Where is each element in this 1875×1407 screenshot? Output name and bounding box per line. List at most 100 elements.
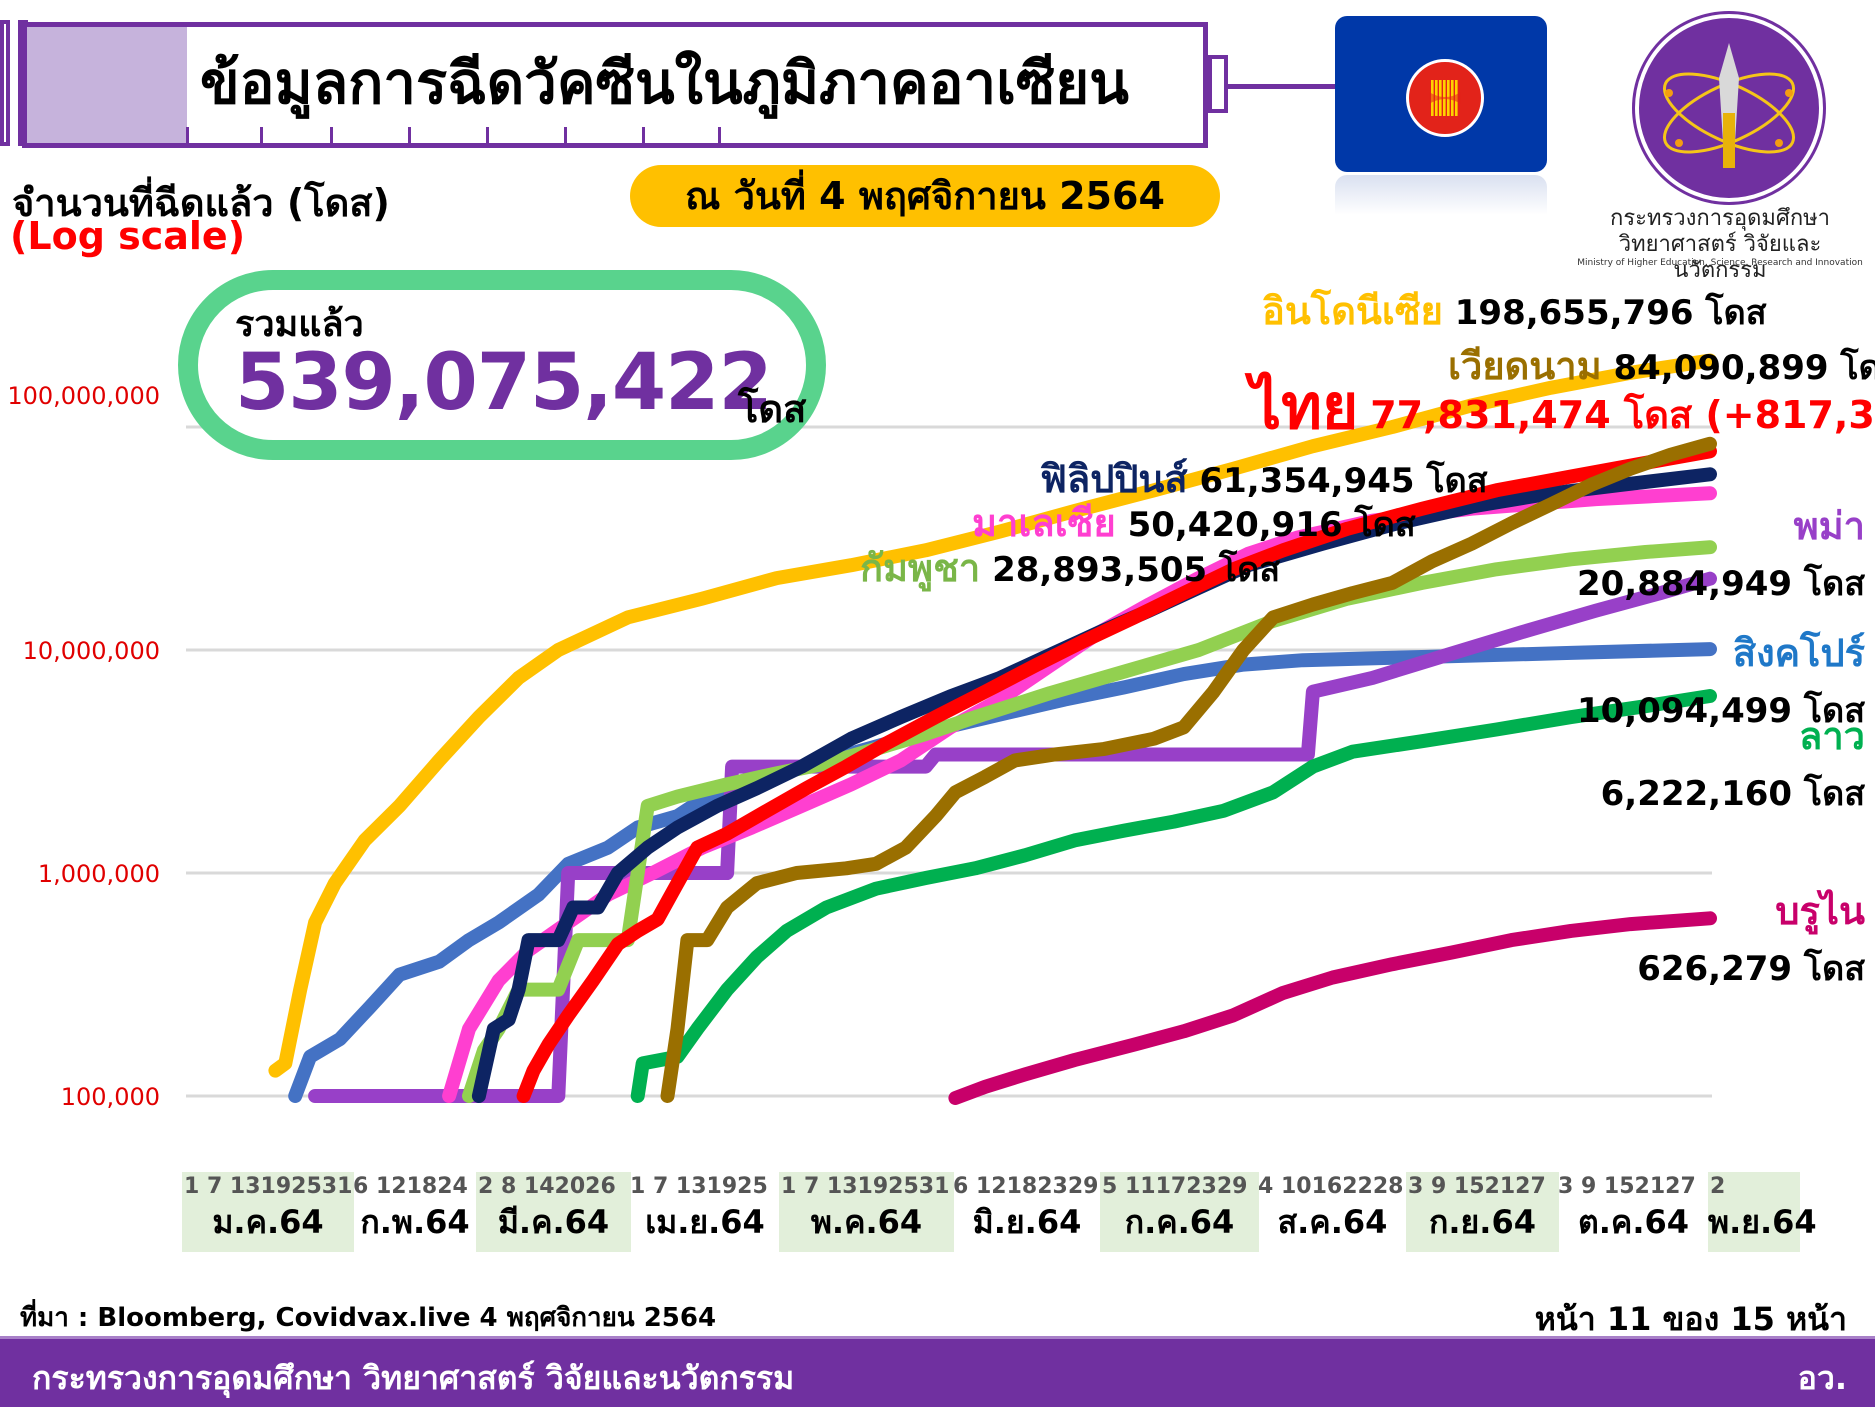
country-name: สิงคโปร์: [1732, 631, 1865, 675]
x-axis-month: 1 7 131925 เม.ย.64: [628, 1172, 782, 1252]
label-brunei: บรูไน 626,279 โดส: [1637, 880, 1865, 995]
x-axis-month: 5 11172329 ก.ค.64: [1100, 1172, 1259, 1252]
series-line: [516, 444, 1717, 1103]
syringe-fill: [27, 27, 187, 143]
x-axis-month: 6 121824 ก.พ.64: [351, 1172, 479, 1252]
ministry-name-en: Ministry of Higher Education, Science, R…: [1577, 258, 1863, 268]
x-axis-day-ticks: 1 7 13192531: [781, 1174, 950, 1199]
x-axis-month-label: ก.พ.64: [360, 1203, 470, 1241]
x-axis-month: 1 7 13192531 ม.ค.64: [182, 1172, 354, 1252]
series-line: [471, 467, 1717, 1103]
country-name: ฟิลิปปินส์: [1040, 457, 1188, 501]
syringe-tick: [642, 127, 645, 143]
scale-note: (Log scale): [10, 214, 246, 258]
country-value: 28,893,505 โดส: [992, 550, 1281, 590]
x-axis-month-label: พ.ค.64: [810, 1203, 923, 1241]
ministry-name-th-line2: วิทยาศาสตร์ วิจัยและนวัตกรรม: [1618, 232, 1822, 283]
country-name: เวียดนาม: [1448, 344, 1602, 388]
total-unit: โดส: [738, 387, 807, 431]
asean-flag-icon: [1335, 16, 1547, 172]
x-axis-day-ticks: 3 9 152127: [1408, 1174, 1546, 1199]
page-title: ข้อมูลการฉีดวัคซีนในภูมิภาคอาเซียน: [200, 49, 1129, 117]
series-line: [630, 689, 1717, 1103]
country-name: มาเลเซีย: [972, 501, 1116, 545]
syringe-tick: [408, 127, 411, 143]
country-name: บรูไน: [1775, 889, 1865, 933]
ministry-name-th: กระทรวงการอุดมศึกษา วิทยาศาสตร์ วิจัยและ…: [1575, 206, 1865, 284]
syringe-tick: [486, 127, 489, 143]
x-axis-month: 2 8 142026 มี.ค.64: [476, 1172, 631, 1252]
series-line: [268, 353, 1717, 1078]
label-myanmar: พม่า 20,884,949 โดส: [1577, 495, 1865, 610]
footer-org-abbr: อว.: [1797, 1359, 1847, 1397]
country-value: 626,279 โดส: [1637, 949, 1865, 989]
total-label: รวมแล้ว: [235, 304, 364, 345]
syringe-needle: [1228, 84, 1338, 89]
asean-emblem-icon: [1406, 59, 1484, 137]
label-indonesia: อินโดนีเซีย 198,655,796 โดส: [1262, 280, 1766, 341]
x-axis-day-ticks: 1 7 13192531: [184, 1174, 353, 1199]
y-tick-100k: 100,000: [60, 1083, 160, 1111]
x-axis-day-ticks: 4 10162228: [1258, 1174, 1404, 1199]
label-thailand: ไทย 77,831,474 โดส (+817,382): [1250, 358, 1875, 456]
series-line: [948, 911, 1717, 1105]
label-philippines: ฟิลิปปินส์ 61,354,945 โดส: [1040, 448, 1487, 509]
x-axis-month: 4 10162228 ส.ค.64: [1256, 1172, 1409, 1252]
y-tick-10m: 10,000,000: [22, 637, 160, 665]
country-name: พม่า: [1793, 504, 1865, 548]
syringe-barrel: [22, 22, 1208, 148]
x-axis-day-ticks: 6 12182329: [953, 1174, 1099, 1199]
label-malaysia: มาเลเซีย 50,420,916 โดส: [972, 492, 1416, 553]
syringe-plunger-cap: [0, 20, 10, 146]
x-axis-day-ticks: 2: [1710, 1174, 1726, 1199]
source-note: ที่มา : Bloomberg, Covidvax.live 4 พฤศจิ…: [20, 1303, 717, 1333]
x-axis-month-label: ม.ค.64: [212, 1203, 324, 1241]
x-axis-month-label: พ.ย.64: [1708, 1203, 1817, 1241]
x-axis-day-ticks: 5 11172329: [1102, 1174, 1248, 1199]
x-axis-month-label: มิ.ย.64: [972, 1203, 1082, 1241]
x-axis-month-label: ส.ค.64: [1277, 1203, 1388, 1241]
country-value: 6,222,160 โดส: [1600, 774, 1865, 814]
x-axis-month-label: ก.ค.64: [1124, 1203, 1235, 1241]
country-name: ลาว: [1799, 714, 1865, 758]
date-badge: ณ วันที่ 4 พฤศจิกายน 2564: [630, 165, 1220, 227]
country-value: 50,420,916 โดส: [1127, 505, 1416, 545]
x-axis-month: 3 9 152127 ก.ย.64: [1406, 1172, 1559, 1252]
label-laos: ลาว 6,222,160 โดส: [1601, 705, 1865, 820]
x-axis-month: 6 12182329 มิ.ย.64: [951, 1172, 1103, 1252]
syringe-tip: [1208, 55, 1228, 113]
x-axis-month-label: ต.ค.64: [1577, 1203, 1690, 1241]
country-name: ไทย: [1250, 370, 1359, 443]
x-axis-month: 3 9 152127 ต.ค.64: [1556, 1172, 1711, 1252]
syringe-tick: [564, 127, 567, 143]
ministry-name-th-line1: กระทรวงการอุดมศึกษา: [1610, 206, 1830, 231]
y-tick-100m: 100,000,000: [7, 382, 160, 410]
x-axis-day-ticks: 6 121824: [353, 1174, 468, 1199]
country-value: 84,090,899 โดส: [1613, 348, 1875, 388]
label-vietnam: เวียดนาม 84,090,899 โดส: [1448, 335, 1875, 396]
series-line: [660, 436, 1717, 1103]
series-lines: [268, 353, 1717, 1105]
x-axis-month: 2 พ.ย.64: [1708, 1172, 1817, 1252]
country-value: 10,094,499 โดส: [1576, 691, 1865, 731]
syringe-tick: [718, 127, 721, 143]
ministry-logo-icon: [1635, 14, 1823, 202]
page-number: หน้า 11 ของ 15 หน้า: [1534, 1300, 1847, 1338]
country-name: อินโดนีเซีย: [1262, 289, 1443, 333]
x-axis-month-label: ก.ย.64: [1429, 1203, 1536, 1241]
country-name: กัมพูชา: [860, 546, 981, 590]
x-axis-day-ticks: 2 8 142026: [478, 1174, 616, 1199]
x-axis-month: 1 7 13192531 พ.ค.64: [779, 1172, 954, 1252]
total-value: 539,075,422: [235, 338, 773, 428]
y-tick-1m: 1,000,000: [37, 860, 160, 888]
total-doses-box: [178, 270, 826, 460]
country-value: 198,655,796 โดส: [1454, 293, 1767, 333]
asean-flag-reflection: [1335, 175, 1547, 215]
syringe-tick: [330, 127, 333, 143]
footer-org: กระทรวงการอุดมศึกษา วิทยาศาสตร์ วิจัยและ…: [32, 1359, 795, 1397]
syringe-tick: [186, 127, 189, 143]
country-value: 20,884,949 โดส: [1576, 564, 1865, 604]
x-axis-day-ticks: 3 9 152127: [1558, 1174, 1696, 1199]
label-singapore: สิงคโปร์ 10,094,499 โดส: [1577, 622, 1865, 737]
